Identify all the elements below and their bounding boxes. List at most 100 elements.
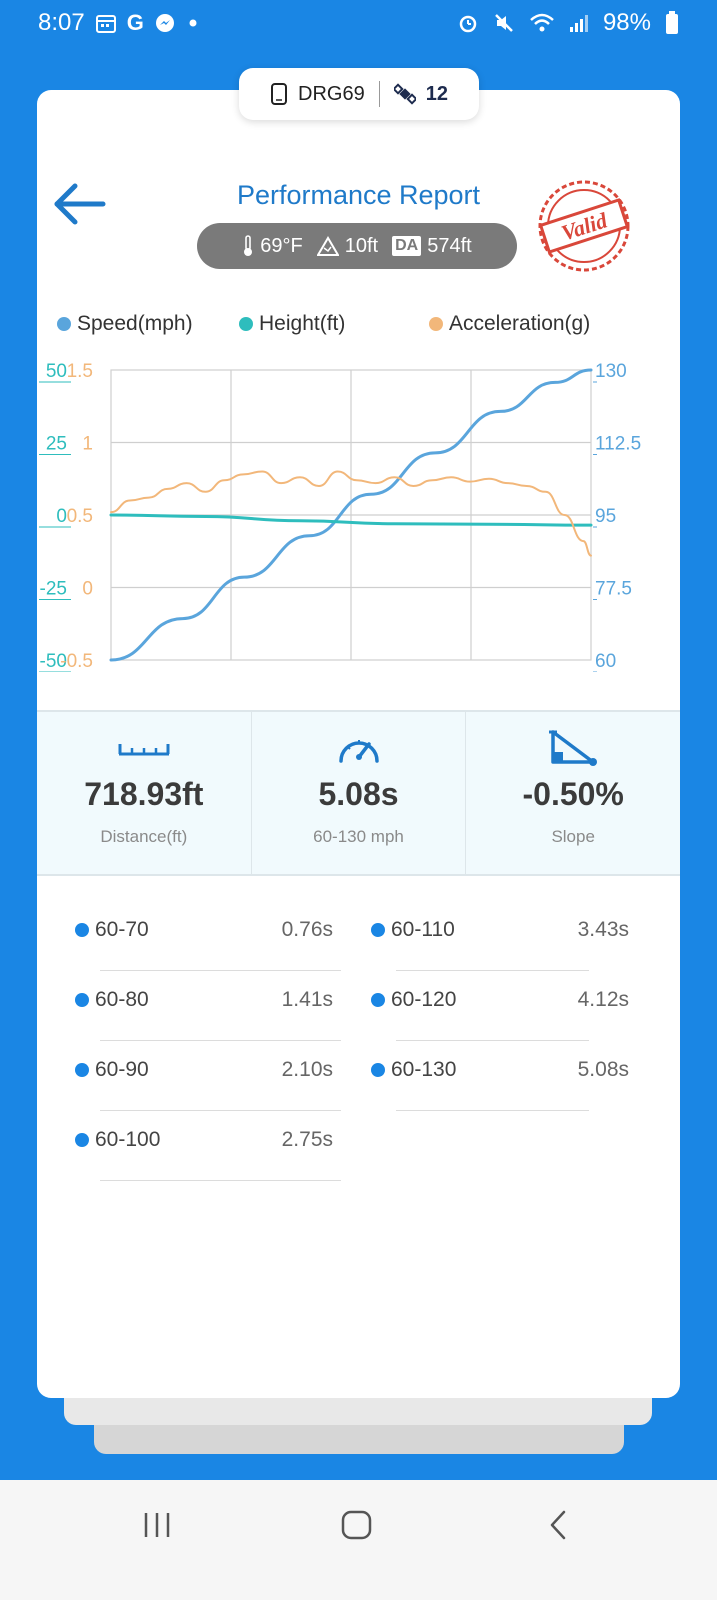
chart-tick-height: 0 — [56, 506, 67, 527]
back-icon[interactable] — [544, 1508, 574, 1542]
speedometer-icon — [336, 730, 382, 766]
legend-dot-height — [239, 317, 253, 331]
split-range: 60-80 — [75, 988, 149, 1012]
split-range: 60-110 — [371, 918, 455, 942]
calendar-icon — [95, 15, 116, 33]
recent-apps-icon[interactable] — [140, 1508, 174, 1542]
chart-tick-acceleration: 0.5 — [67, 506, 93, 527]
split-range: 60-130 — [371, 1058, 456, 1082]
split-dot — [75, 993, 89, 1007]
split-range-text: 60-100 — [95, 1128, 161, 1151]
chart-tick-acceleration: 1.5 — [67, 361, 93, 382]
legend-height[interactable]: Height(ft) — [239, 312, 429, 336]
ruler-icon — [117, 730, 171, 766]
status-time: 8:07 — [38, 9, 85, 36]
split-time: 0.76s — [281, 918, 333, 941]
split-range: 60-120 — [371, 988, 456, 1012]
status-left: 8:07 G — [38, 9, 200, 37]
split-dot — [371, 993, 385, 1007]
back-arrow-icon[interactable] — [51, 182, 107, 226]
split-range: 60-90 — [75, 1058, 149, 1082]
chart-tick-speed: 112.5 — [595, 434, 641, 455]
split-divider — [396, 1040, 589, 1041]
wifi-icon — [530, 13, 554, 32]
legend-dot-acceleration — [429, 317, 443, 331]
messenger-icon — [155, 14, 174, 32]
da-badge: DA — [392, 236, 422, 256]
split-divider — [396, 970, 589, 971]
density-altitude-value: 574ft — [427, 234, 472, 257]
split-time: 5.08s — [577, 1058, 629, 1081]
split-row: 60-120 4.12s — [349, 976, 629, 1046]
conditions-pill: 69°F 10ft DA 574ft — [197, 223, 517, 269]
temperature: 69°F — [242, 234, 303, 258]
chart-tick-acceleration: 0 — [82, 579, 93, 600]
split-dot — [371, 923, 385, 937]
split-dot — [75, 1063, 89, 1077]
slope-label: Slope — [551, 827, 595, 846]
time-label: 60-130 mph — [313, 827, 404, 846]
altitude: 10ft — [316, 234, 379, 258]
split-row: 60-100 2.75s — [53, 1116, 341, 1186]
valid-stamp: Valid — [538, 180, 630, 272]
chart-tick-height: -50 — [40, 651, 67, 672]
chart-series-height-ft — [109, 513, 593, 527]
device-icon — [271, 83, 288, 105]
battery-percent: 98% — [602, 9, 651, 36]
split-divider — [100, 1040, 341, 1041]
stat-slope: -0.50% Slope — [466, 712, 680, 874]
legend-acceleration[interactable]: Acceleration(g) — [429, 312, 590, 336]
chart-tick-height: -25 — [40, 579, 67, 600]
stat-time: 5.08s 60-130 mph — [252, 712, 467, 874]
temperature-value: 69°F — [260, 234, 303, 257]
altitude-value: 10ft — [344, 234, 379, 257]
satellite-count: 12 — [425, 82, 448, 105]
split-row: 60-70 0.76s — [53, 906, 341, 976]
battery-icon — [666, 11, 678, 34]
legend-label-height: Height(ft) — [259, 312, 346, 335]
chart-tick-speed: 95 — [595, 506, 616, 527]
status-bar: 8:07 G 98% — [0, 0, 717, 46]
distance-label: Distance(ft) — [100, 827, 188, 846]
split-range-text: 60-90 — [95, 1058, 149, 1081]
device-name: DRG69 — [298, 82, 365, 105]
split-divider — [100, 1110, 341, 1111]
chart-tick-speed: 77.5 — [595, 579, 632, 600]
satellite-icon — [393, 83, 416, 105]
mountain-icon — [316, 236, 339, 256]
dot-icon — [189, 19, 197, 27]
chart-tick-acceleration: 1 — [82, 434, 93, 455]
split-row: 60-80 1.41s — [53, 976, 341, 1046]
chart-tick-height: 50 — [46, 361, 67, 382]
slope-value: -0.50% — [522, 776, 624, 812]
split-range: 60-70 — [75, 918, 149, 942]
stat-distance: 718.93ft Distance(ft) — [37, 712, 252, 874]
split-divider — [100, 1180, 341, 1181]
legend-label-speed: Speed(mph) — [77, 312, 193, 335]
split-range-text: 60-110 — [391, 918, 455, 941]
chart-tick-height: 25 — [46, 434, 67, 455]
split-time: 3.43s — [577, 918, 629, 941]
legend-dot-speed — [57, 317, 71, 331]
split-range-text: 60-80 — [95, 988, 149, 1011]
legend-label-acceleration: Acceleration(g) — [449, 312, 591, 335]
density-altitude: DA 574ft — [392, 235, 472, 258]
thermometer-icon — [244, 235, 253, 256]
split-divider — [100, 970, 341, 971]
device-pill[interactable]: DRG69 12 — [239, 68, 479, 120]
alarm-icon — [459, 15, 477, 33]
split-row: 60-90 2.10s — [53, 1046, 341, 1116]
split-row: 60-130 5.08s — [349, 1046, 629, 1116]
pill-divider — [378, 81, 380, 107]
legend-speed[interactable]: Speed(mph) — [57, 312, 239, 336]
chart-tick-speed: 130 — [595, 361, 627, 382]
split-dot — [75, 1133, 89, 1147]
stats-panel: 718.93ft Distance(ft) 5.08s 60-130 mph -… — [37, 710, 680, 876]
home-icon[interactable] — [340, 1508, 374, 1542]
status-right: 98% — [457, 9, 679, 37]
signal-icon — [569, 15, 588, 32]
chart-series-acceleration-g — [110, 470, 592, 557]
split-range-text: 60-120 — [391, 988, 457, 1011]
slope-icon — [547, 730, 599, 766]
